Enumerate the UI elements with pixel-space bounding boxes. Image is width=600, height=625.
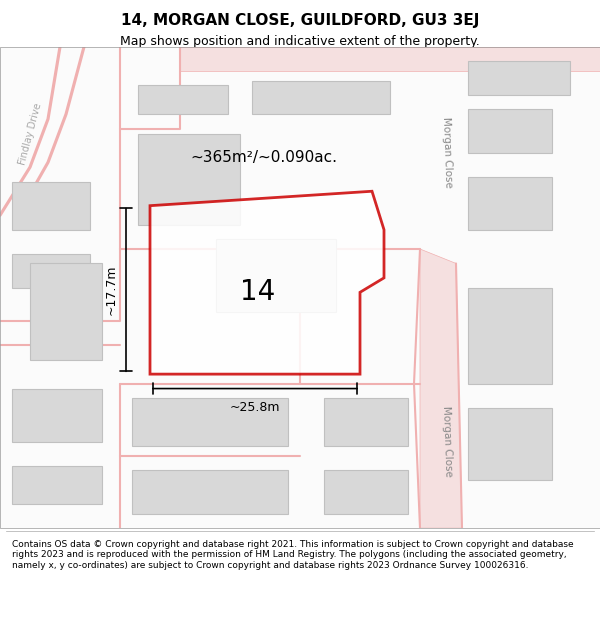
Text: Contains OS data © Crown copyright and database right 2021. This information is : Contains OS data © Crown copyright and d… (12, 540, 574, 569)
Text: Morgan Close: Morgan Close (441, 406, 453, 477)
Polygon shape (324, 471, 408, 514)
Polygon shape (468, 408, 552, 480)
Text: ~17.7m: ~17.7m (104, 264, 118, 315)
Polygon shape (30, 264, 102, 359)
Text: Morgan Close: Morgan Close (441, 117, 453, 188)
Polygon shape (138, 86, 228, 114)
Text: Findlay Drive: Findlay Drive (17, 101, 43, 166)
Polygon shape (180, 47, 600, 71)
Polygon shape (420, 249, 462, 528)
Polygon shape (468, 177, 552, 230)
Polygon shape (12, 254, 90, 288)
Polygon shape (252, 81, 390, 114)
Polygon shape (150, 191, 384, 374)
Text: ~365m²/~0.090ac.: ~365m²/~0.090ac. (191, 150, 337, 165)
Text: 14, MORGAN CLOSE, GUILDFORD, GU3 3EJ: 14, MORGAN CLOSE, GUILDFORD, GU3 3EJ (121, 13, 479, 28)
Polygon shape (216, 239, 336, 311)
Text: ~25.8m: ~25.8m (230, 401, 280, 414)
Polygon shape (468, 288, 552, 384)
Polygon shape (132, 471, 288, 514)
Polygon shape (12, 182, 90, 230)
Polygon shape (12, 389, 102, 441)
Polygon shape (324, 398, 408, 446)
Text: Map shows position and indicative extent of the property.: Map shows position and indicative extent… (120, 35, 480, 48)
Polygon shape (132, 398, 288, 446)
Polygon shape (138, 134, 240, 225)
Polygon shape (12, 466, 102, 504)
Polygon shape (468, 109, 552, 152)
Text: 14: 14 (241, 278, 275, 306)
Polygon shape (468, 61, 570, 95)
